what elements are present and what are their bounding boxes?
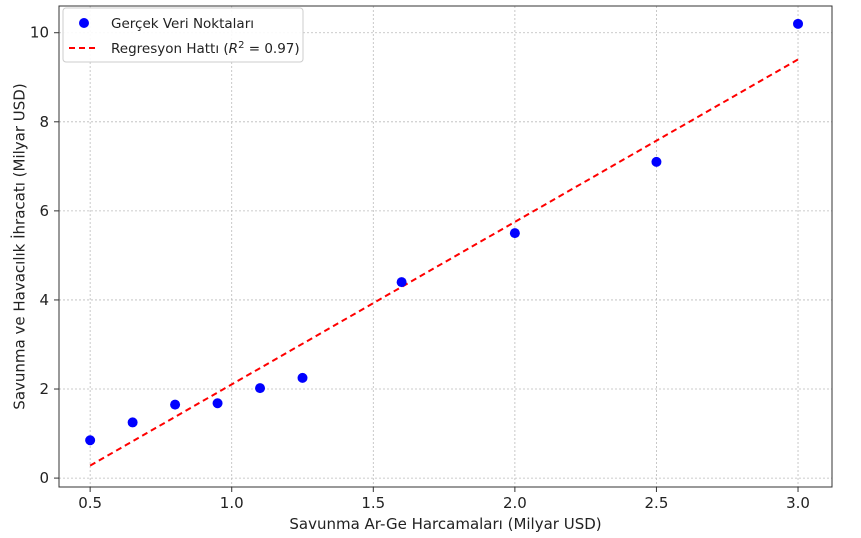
plot-area [58, 5, 833, 488]
y-axis-ticks: 0 2 4 6 8 10 [30, 24, 59, 487]
x-axis-label: Savunma Ar-Ge Harcamaları (Milyar USD) [289, 515, 601, 533]
legend-label-regression: Regresyon Hattı (R2 = 0.97) [111, 40, 300, 58]
x-tick-label: 2.5 [645, 494, 669, 512]
legend-box [62, 7, 304, 63]
legend-label-regression-prefix: Regresyon Hattı ( [111, 41, 229, 57]
regression-line [89, 58, 799, 467]
legend-label-regression-sup: 2 [238, 40, 244, 51]
data-point [255, 383, 266, 394]
data-point [297, 372, 308, 383]
data-point [85, 435, 96, 446]
y-tick-label: 10 [30, 24, 49, 42]
x-tick-label: 3.0 [786, 494, 810, 512]
regression-line-layer [89, 58, 799, 467]
y-tick-label: 4 [39, 291, 49, 309]
legend-label-points: Gerçek Veri Noktaları [111, 16, 254, 32]
data-point [127, 417, 138, 428]
x-tick-label: 1.0 [220, 494, 244, 512]
grid [59, 6, 832, 487]
y-tick-label: 6 [39, 202, 49, 220]
x-axis-ticks: 0.5 1.0 1.5 2.0 2.5 3.0 [78, 487, 810, 512]
y-tick-label: 8 [39, 113, 49, 131]
data-point [651, 156, 662, 167]
scatter-points-layer [85, 18, 804, 446]
data-point [793, 18, 804, 29]
legend-label-regression-var: R [229, 41, 238, 57]
data-point [170, 399, 181, 410]
legend: Gerçek Veri Noktaları Regresyon Hattı (R… [62, 7, 304, 63]
legend-label-regression-rest: = 0.97) [244, 41, 299, 57]
data-point [509, 228, 520, 239]
legend-marker-points [79, 18, 89, 28]
x-tick-label: 0.5 [78, 494, 102, 512]
y-tick-label: 2 [39, 380, 49, 398]
y-tick-label: 0 [39, 469, 49, 487]
data-point [212, 398, 223, 409]
y-axis-label: Savunma ve Havacılık İhracatı (Milyar US… [10, 83, 29, 409]
data-point [396, 277, 407, 288]
x-tick-label: 1.5 [361, 494, 385, 512]
x-tick-label: 2.0 [503, 494, 527, 512]
